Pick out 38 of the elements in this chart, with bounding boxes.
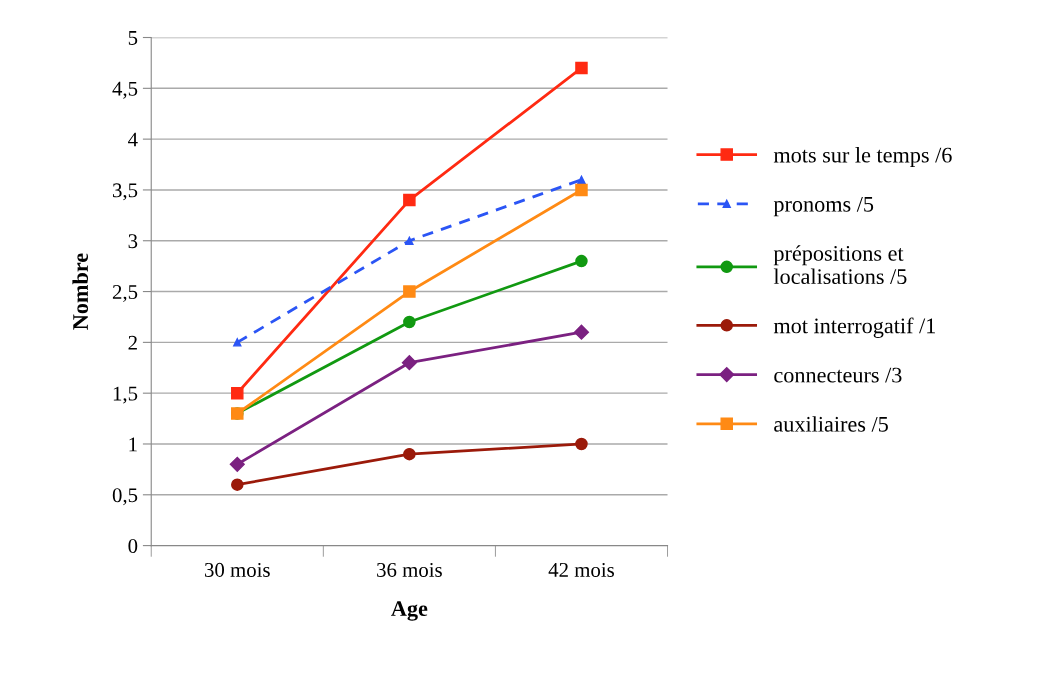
point bbox=[575, 437, 588, 451]
point bbox=[401, 355, 417, 371]
point bbox=[405, 236, 414, 245]
point bbox=[575, 183, 588, 197]
y-tick-label: 4 bbox=[128, 132, 138, 147]
y-tick-label: 5 bbox=[128, 31, 138, 45]
legend-label: pronoms /5 bbox=[773, 196, 874, 217]
y-tick-label: 2,5 bbox=[112, 284, 138, 302]
point bbox=[403, 285, 416, 298]
y-tick-label: 4,5 bbox=[112, 81, 138, 99]
point bbox=[403, 447, 416, 461]
legend-label: mot interrogatif /1 bbox=[773, 317, 935, 338]
y-tick-label: 3,5 bbox=[112, 183, 138, 201]
x-tick-label: 36 mois bbox=[377, 562, 442, 577]
point bbox=[577, 175, 586, 184]
y-tick-label: 3 bbox=[128, 234, 138, 249]
x-axis-title: Age bbox=[391, 601, 428, 621]
point bbox=[233, 338, 242, 347]
legend-label: mots sur le temps /6 bbox=[773, 146, 952, 168]
point bbox=[403, 193, 416, 207]
y-tick-label: 0 bbox=[128, 538, 138, 554]
x-tick-label: 42 mois bbox=[548, 562, 614, 577]
y-tick-label: 0,5 bbox=[112, 488, 138, 506]
point bbox=[575, 254, 588, 268]
y-axis-title: Nombre bbox=[72, 253, 89, 330]
point bbox=[403, 315, 416, 329]
point bbox=[573, 324, 590, 340]
y-tick-label: 1,5 bbox=[113, 386, 138, 404]
point bbox=[575, 61, 588, 75]
x-tick-label: 30 mois bbox=[205, 562, 270, 577]
point bbox=[229, 456, 245, 472]
legend-label: prépositions et localisations /5 bbox=[773, 245, 907, 285]
point bbox=[231, 478, 244, 491]
point bbox=[231, 386, 244, 400]
legend-label: connecteurs /3 bbox=[774, 367, 902, 383]
legend-label: auxiliaires /5 bbox=[774, 416, 888, 432]
y-tick-label: 1 bbox=[129, 437, 137, 452]
y-tick-label: 2 bbox=[128, 335, 137, 350]
